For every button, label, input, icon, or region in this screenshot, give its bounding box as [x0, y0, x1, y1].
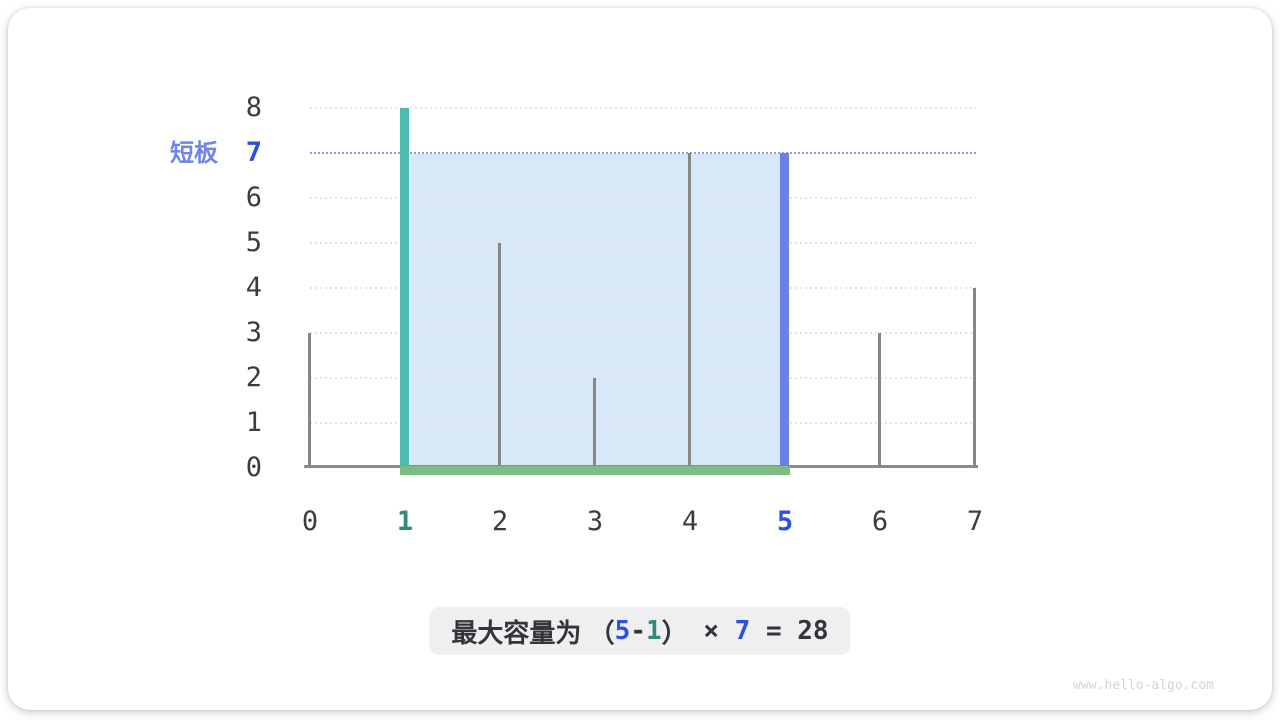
x-tick-0: 0 — [301, 506, 319, 537]
caption-equals-sign: = — [750, 616, 798, 646]
x-tick-7: 7 — [966, 506, 984, 537]
caption-left-pointer-value: 1 — [645, 616, 662, 646]
caption-times-sign: × — [687, 616, 735, 646]
height-bar-3 — [593, 378, 596, 468]
caption-result-value: 28 — [797, 616, 829, 646]
caption-minus-sign: - — [630, 616, 646, 646]
y-tick-5: 5 — [245, 227, 262, 258]
y-tick-1: 1 — [245, 407, 262, 438]
height-bar-2 — [498, 243, 501, 468]
grid-line-y2 — [310, 377, 976, 379]
caption-right-pointer-value: 5 — [614, 616, 631, 646]
height-bar-0 — [308, 333, 311, 468]
x-tick-2: 2 — [491, 506, 509, 537]
water-level-line — [310, 152, 976, 154]
x-tick-4: 4 — [681, 506, 699, 537]
y-tick-3: 3 — [245, 317, 262, 348]
caption-open-paren: （ — [588, 617, 615, 648]
height-bar-6 — [878, 333, 881, 468]
watermark-text: www.hello-algo.com — [1073, 678, 1214, 693]
height-bar-7 — [973, 288, 976, 468]
bottom-width-highlight — [400, 466, 790, 475]
grid-line-y3 — [310, 332, 976, 334]
capacity-formula-caption: 最大容量为 （ 5 - 1 ） × 7 = 28 — [429, 607, 851, 655]
y-tick-0: 0 — [245, 452, 262, 483]
grid-line-y8 — [310, 107, 976, 109]
y-tick-2: 2 — [245, 362, 262, 393]
y-tick-7: 7 — [245, 137, 262, 168]
x-tick-1: 1 — [396, 506, 414, 537]
short-board-label: 短板 — [170, 140, 218, 167]
grid-line-y1 — [310, 422, 976, 424]
y-tick-6: 6 — [245, 182, 262, 213]
caption-close-paren: ） — [661, 617, 688, 648]
caption-water-height-value: 7 — [734, 616, 751, 646]
grid-line-y6 — [310, 197, 976, 199]
height-bar-1 — [400, 108, 409, 468]
height-bar-4 — [688, 153, 691, 468]
grid-line-y4 — [310, 287, 976, 289]
x-tick-3: 3 — [586, 506, 604, 537]
x-tick-6: 6 — [871, 506, 889, 537]
x-tick-5: 5 — [776, 506, 794, 537]
grid-line-y5 — [310, 242, 976, 244]
caption-prefix: 最大容量为 — [451, 617, 589, 648]
height-bar-5 — [780, 153, 789, 468]
y-tick-4: 4 — [245, 272, 262, 303]
y-tick-8: 8 — [245, 92, 262, 123]
